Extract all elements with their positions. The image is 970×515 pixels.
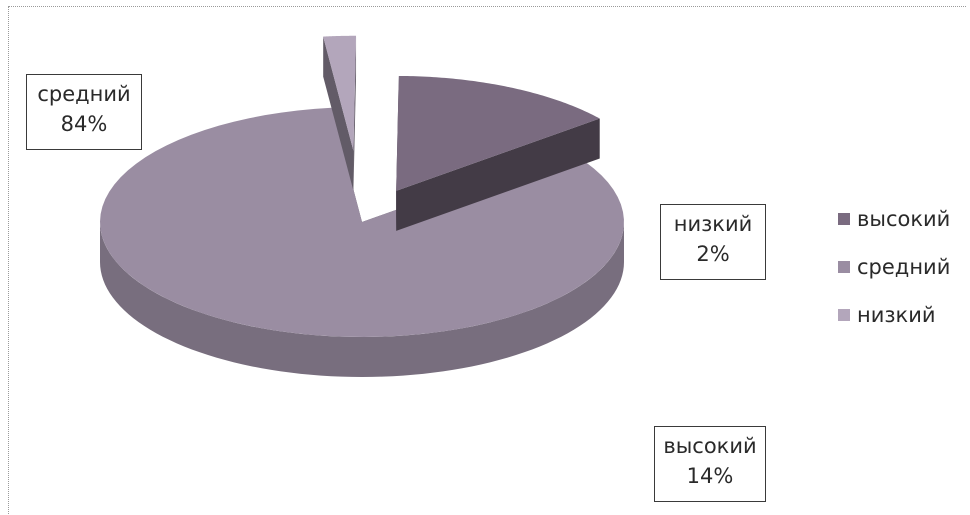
legend-item-high: высокий <box>838 202 950 235</box>
chart-area <box>8 6 966 514</box>
pie-slice-high-top <box>396 75 600 191</box>
pie-slice-low-wall-1 <box>353 35 357 191</box>
pie-slice-high-wall-1 <box>396 118 600 231</box>
legend-swatch-medium <box>838 260 850 273</box>
pie-slice-medium-top <box>100 107 624 338</box>
legend-swatch-high <box>838 212 850 225</box>
data-label-high: высокий 14% <box>654 426 766 502</box>
legend-item-medium: средний <box>838 250 950 283</box>
pie-slice-low <box>323 35 357 191</box>
data-label-low: низкий 2% <box>660 204 766 280</box>
pie-slice-high <box>396 75 600 231</box>
legend-item-low: низкий <box>838 298 950 331</box>
data-label-medium-name: средний <box>37 82 131 106</box>
data-label-medium-value: 84% <box>60 112 108 136</box>
legend-swatch-low <box>838 308 850 321</box>
legend: высокий средний низкий <box>838 202 950 346</box>
data-label-low-name: низкий <box>673 212 753 236</box>
legend-label-medium: средний <box>857 254 951 279</box>
pie-slice-low-top <box>323 35 357 151</box>
legend-label-low: низкий <box>857 302 936 327</box>
data-label-medium: средний 84% <box>26 74 142 150</box>
data-label-low-value: 2% <box>696 242 730 266</box>
pie-slice-medium-side <box>100 222 624 377</box>
data-label-high-value: 14% <box>686 464 734 488</box>
pie-slice-low-wall-0 <box>323 36 354 191</box>
legend-label-high: высокий <box>857 206 951 231</box>
data-label-high-name: высокий <box>663 434 757 458</box>
